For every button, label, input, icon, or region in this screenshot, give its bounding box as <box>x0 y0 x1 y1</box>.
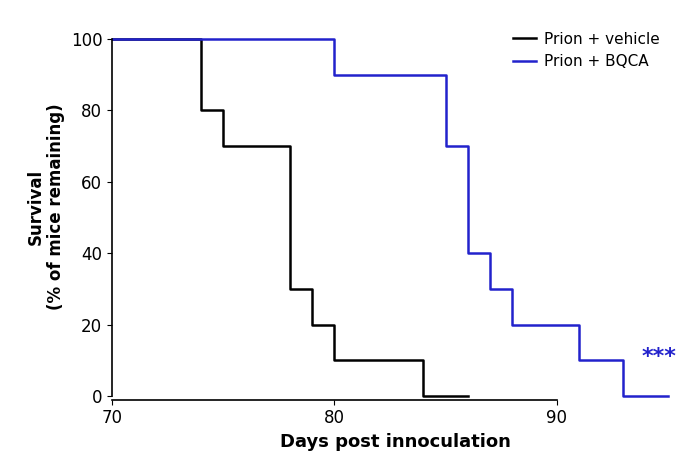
Text: ***: *** <box>641 347 676 367</box>
X-axis label: Days post innoculation: Days post innoculation <box>280 433 511 451</box>
Y-axis label: Survival
(% of mice remaining): Survival (% of mice remaining) <box>27 103 65 310</box>
Legend: Prion + vehicle, Prion + BQCA: Prion + vehicle, Prion + BQCA <box>508 25 666 76</box>
